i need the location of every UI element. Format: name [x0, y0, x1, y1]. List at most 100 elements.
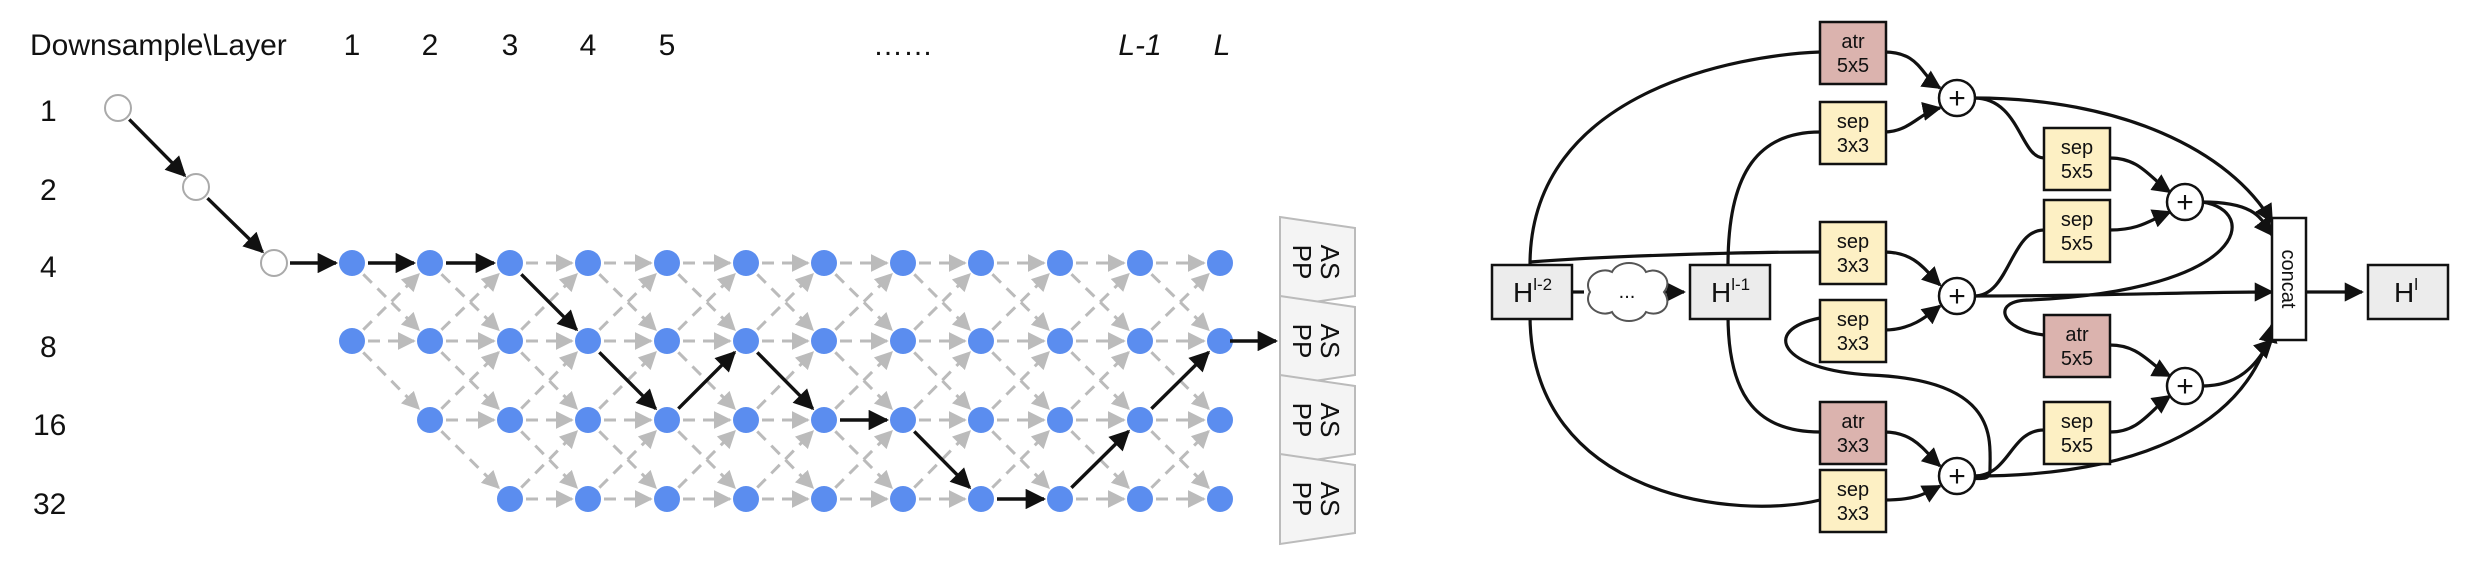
aspp-label-bottom: PP [1287, 482, 1317, 517]
wire-sep-sloop [1784, 316, 1992, 481]
wire-hl2-atr-top [1528, 50, 1821, 266]
op-kernel: 3x3 [1837, 435, 1869, 457]
wire-plus2-atr [2003, 200, 2234, 337]
grid-node [968, 328, 994, 354]
aspp-label-bottom: PP [1287, 403, 1317, 438]
downsample-label-16: 16 [33, 409, 66, 442]
grid-node [811, 250, 837, 276]
candidate-arrow [362, 351, 421, 410]
plus-symbol: + [1948, 82, 1966, 115]
selected-path-arrow [128, 118, 187, 178]
grid-node [1047, 250, 1073, 276]
grid-node [575, 250, 601, 276]
candidate-arrow [1150, 429, 1210, 489]
layer-label-l-minus-1: L-1 [1118, 29, 1161, 62]
candidate-arrow [598, 272, 657, 331]
candidate-arrow [834, 430, 893, 489]
op-kernel: 3x3 [1837, 135, 1869, 157]
candidate-path-arrows [362, 254, 1210, 508]
candidate-arrow [913, 273, 971, 331]
candidate-arrow [677, 272, 736, 331]
wire-plus1-concat [1973, 96, 2274, 224]
candidate-arrow [834, 430, 893, 489]
candidate-arrow [991, 351, 1050, 410]
aspp-module-8: AS PP [1279, 294, 1356, 388]
grid-node [654, 407, 680, 433]
aspp-label-top: AS [1315, 403, 1345, 438]
concat-label: concat [2277, 250, 2299, 309]
layer-label-4: 4 [580, 29, 597, 62]
svg-text:Hl: Hl [2394, 275, 2418, 308]
grid-node [890, 328, 916, 354]
layer-label-1: 1 [344, 29, 361, 62]
candidate-arrow [913, 430, 972, 489]
sum-nodes: + + + + + [1937, 78, 2205, 496]
selected-path-arrow [1070, 429, 1131, 489]
downsample-label-1: 1 [40, 95, 57, 128]
wire-sep5c-plus4 [2109, 394, 2172, 434]
candidate-arrow [913, 351, 972, 410]
layer-label-ellipsis: …… [873, 29, 933, 62]
grid-nodes [104, 94, 1233, 512]
op-kernel: 5x5 [1837, 55, 1869, 77]
grid-node [733, 407, 759, 433]
aspp-label-bottom: PP [1287, 245, 1317, 280]
wire-plus3-sep5 [1973, 228, 2045, 298]
output-h-l: Hl [2366, 263, 2450, 321]
grid-node [1127, 486, 1153, 512]
wire-sep2-plus3 [1883, 304, 1942, 332]
layer-label-5: 5 [659, 29, 676, 62]
wire-plus2-concat [2201, 200, 2274, 237]
op-kernel: 5x5 [2061, 348, 2093, 370]
wire-atr-plus4 [2109, 343, 2172, 378]
stem-node [104, 94, 132, 122]
grid-node [575, 486, 601, 512]
candidate-arrow [520, 273, 578, 331]
grid-node [497, 407, 523, 433]
plus-symbol: + [1948, 280, 1966, 313]
candidate-arrow [756, 273, 814, 331]
grid-node [1047, 407, 1073, 433]
candidate-arrow [362, 273, 420, 331]
grid-node [497, 328, 523, 354]
aspp-module-16: AS PP [1279, 373, 1356, 467]
grid-node [497, 486, 523, 512]
wire-hl1-sep-top [1726, 130, 1821, 266]
candidate-arrow [677, 430, 736, 489]
candidate-arrow [520, 430, 579, 489]
plus-node: + [1937, 456, 1977, 496]
layer-label-2: 2 [422, 29, 439, 62]
wire-plus5-sep5 [1973, 428, 2045, 478]
candidate-arrow [834, 273, 893, 332]
grid-node [1207, 486, 1233, 512]
downsample-label-32: 32 [33, 488, 66, 521]
op-type: sep [1837, 479, 1869, 501]
grid-node [1207, 250, 1233, 276]
grid-node [1127, 250, 1153, 276]
candidate-arrow [520, 351, 579, 410]
op-type: sep [2061, 411, 2093, 433]
candidate-arrow [677, 273, 736, 332]
op-kernel: 5x5 [2061, 435, 2093, 457]
downsample-label-4: 4 [40, 251, 57, 284]
grid-node [733, 250, 759, 276]
grid-node [1207, 407, 1233, 433]
wire-hl2-sep-bottom [1528, 314, 1821, 508]
plus-node: + [2165, 366, 2205, 406]
aspp-label-top: AS [1315, 324, 1345, 359]
candidate-arrow [991, 430, 1050, 489]
candidate-arrow [756, 430, 815, 489]
candidate-arrow [440, 430, 500, 490]
cell-connections [1528, 50, 2364, 508]
candidate-arrow [834, 351, 893, 410]
aspp-label-top: AS [1315, 482, 1345, 517]
grid-node [417, 250, 443, 276]
wire-hl2-sep-mid [1529, 250, 1821, 264]
op-type: atr [1841, 31, 1865, 53]
